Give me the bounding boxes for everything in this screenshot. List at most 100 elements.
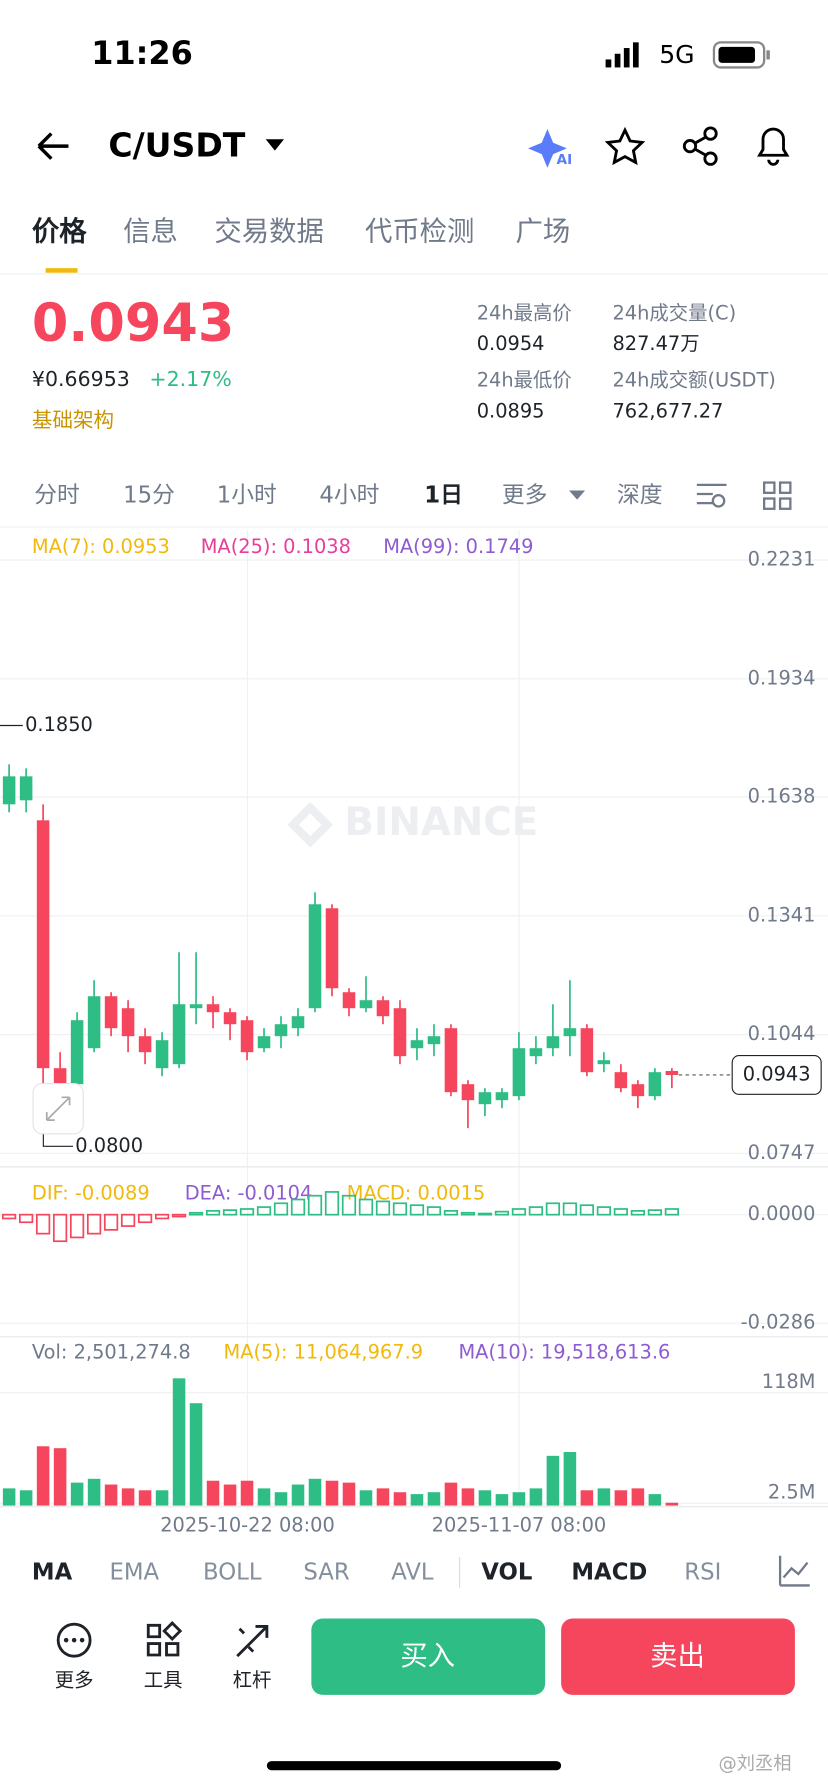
indicator-tab[interactable]: MA — [32, 1559, 73, 1585]
volume-bar — [427, 1492, 441, 1506]
leverage-icon[interactable] — [236, 1625, 269, 1658]
macd-bar — [307, 1194, 323, 1216]
settings-icon[interactable] — [696, 483, 727, 508]
more-dot — [63, 1637, 69, 1643]
ma-label: MA(25): 0.1038 — [201, 535, 351, 558]
action-label[interactable]: 工具 — [144, 1669, 183, 1692]
macd-bar — [35, 1213, 51, 1235]
volume-bar — [648, 1494, 662, 1506]
candle-body — [104, 996, 118, 1029]
battery-icon — [712, 41, 770, 69]
tab[interactable]: 价格 — [32, 216, 87, 247]
volume-bar — [546, 1455, 560, 1506]
candle-body — [2, 776, 16, 805]
indicator-tab[interactable]: RSI — [684, 1559, 721, 1585]
candle-body — [495, 1092, 509, 1101]
back-button[interactable] — [37, 132, 69, 160]
volume-bar — [240, 1480, 254, 1506]
macd-bar — [664, 1208, 679, 1216]
favorite-button[interactable] — [604, 126, 646, 166]
tab[interactable]: 信息 — [123, 216, 178, 247]
macd-bar — [562, 1202, 578, 1216]
macd-bar — [86, 1213, 102, 1235]
cny-price: ¥0.66953 — [32, 367, 130, 391]
watermark: BINANCE — [344, 800, 538, 845]
tab[interactable]: 代币检测 — [365, 216, 474, 247]
pair-title[interactable]: C/USDT — [108, 126, 245, 165]
volume-bar — [87, 1478, 101, 1506]
volume-bar — [206, 1480, 220, 1506]
macd-bar — [630, 1210, 646, 1216]
tools-icon[interactable] — [146, 1621, 183, 1657]
interval-tab[interactable]: 分时 — [34, 483, 80, 509]
tab-indicator — [45, 268, 78, 273]
interval-tab[interactable]: 15分 — [123, 483, 175, 509]
macd-bar — [239, 1208, 255, 1216]
x-tick-label: 2025-10-22 08:00 — [160, 1514, 335, 1537]
share-button[interactable] — [682, 126, 718, 166]
pair-dropdown[interactable] — [265, 139, 284, 151]
volume-bar — [104, 1484, 118, 1506]
more-icon[interactable] — [56, 1622, 92, 1658]
indicator-tab[interactable]: BOLL — [203, 1559, 262, 1585]
macd-bar — [188, 1211, 204, 1216]
macd-bar — [358, 1198, 374, 1216]
interval-tab[interactable]: 1小时 — [217, 483, 277, 509]
macd-bar — [120, 1213, 136, 1227]
alert-button[interactable] — [757, 127, 790, 166]
buy-label[interactable]: 买入 — [400, 1641, 455, 1672]
y-tick-label: 0.0000 — [748, 1202, 816, 1225]
candle-body — [444, 1028, 458, 1093]
volume-bar — [495, 1494, 509, 1506]
y-tick-label: 0.1341 — [748, 903, 816, 926]
interval-tab[interactable]: 更多 — [502, 483, 548, 509]
action-label[interactable]: 更多 — [55, 1669, 94, 1692]
indicator-tab[interactable]: VOL — [481, 1559, 532, 1585]
macd-bar — [409, 1204, 425, 1216]
macd-bar — [460, 1211, 476, 1216]
candle-body — [597, 1060, 611, 1065]
tab[interactable]: 广场 — [516, 216, 571, 247]
layout-icon[interactable] — [762, 481, 792, 510]
y-tick-label: 0.1934 — [748, 666, 816, 689]
candle-body — [359, 1000, 373, 1009]
interval-tab[interactable]: 1日 — [424, 483, 463, 509]
sector-tag[interactable]: 基础架构 — [32, 408, 114, 432]
status-network: 5G — [659, 40, 694, 69]
macd-label: MACD: 0.0015 — [347, 1182, 486, 1205]
stat-label: 24h最低价 — [477, 369, 572, 392]
candle-body — [240, 1020, 254, 1053]
macd-bar — [341, 1194, 357, 1216]
sell-button[interactable] — [561, 1618, 795, 1695]
candle-body — [274, 1024, 288, 1037]
chart-style-icon[interactable] — [778, 1555, 810, 1587]
candle-body — [121, 1008, 135, 1037]
interval-tab[interactable]: 4小时 — [319, 483, 379, 509]
sell-label[interactable]: 卖出 — [650, 1641, 705, 1672]
ai-button[interactable]: AI — [528, 129, 572, 168]
volume-label: MA(10): 19,518,613.6 — [458, 1340, 670, 1363]
macd-bar — [596, 1206, 612, 1216]
volume-bar — [155, 1490, 169, 1506]
indicator-tab[interactable]: AVL — [391, 1559, 434, 1585]
volume-bar — [631, 1488, 645, 1506]
tab[interactable]: 交易数据 — [214, 216, 323, 247]
macd-bar — [375, 1200, 391, 1216]
expand-icon — [45, 1096, 71, 1121]
indicator-tab[interactable]: MACD — [571, 1559, 647, 1585]
interval-tab[interactable]: 深度 — [617, 483, 663, 509]
action-label[interactable]: 杠杆 — [233, 1669, 272, 1692]
candle-body — [631, 1084, 645, 1097]
candle-body — [291, 1016, 305, 1029]
volume-bar — [53, 1448, 67, 1506]
candle-body — [325, 908, 339, 989]
macd-label: DIF: -0.0089 — [32, 1182, 150, 1205]
last-price: 0.0943 — [32, 293, 234, 354]
status-time: 11:26 — [91, 34, 193, 72]
more-dot — [71, 1637, 77, 1643]
macd-bar — [69, 1213, 85, 1239]
stat-value: 0.0895 — [477, 399, 545, 422]
indicator-tab[interactable]: SAR — [303, 1559, 349, 1585]
buy-button[interactable] — [311, 1618, 546, 1695]
indicator-tab[interactable]: EMA — [109, 1559, 159, 1585]
